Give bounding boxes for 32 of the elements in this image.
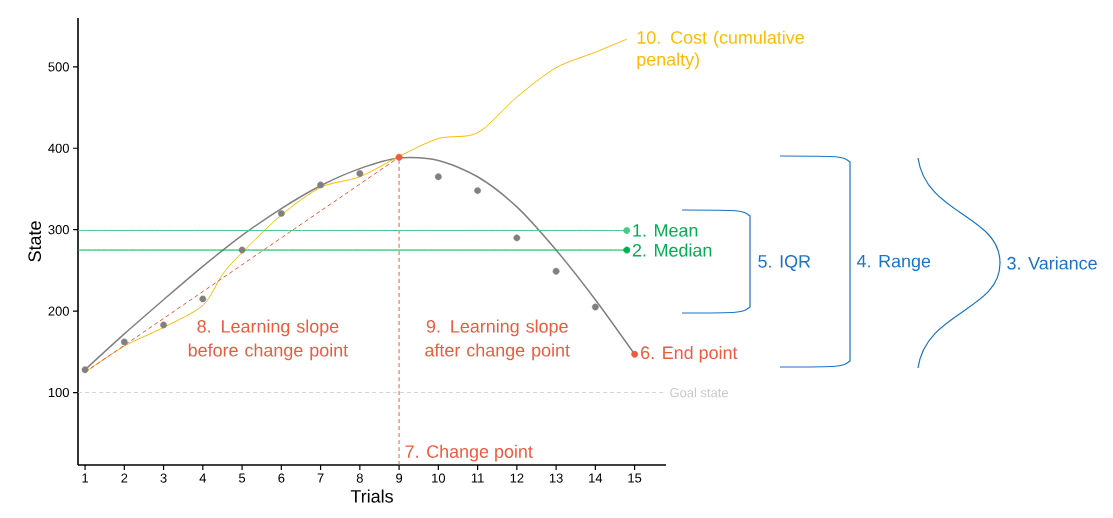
x-tick-label: 6 bbox=[278, 473, 285, 483]
text: 4. Range bbox=[856, 254, 931, 272]
x-tick-label: 14 bbox=[589, 473, 603, 483]
text: 5. IQR bbox=[758, 255, 811, 271]
text: 3. Variance bbox=[1007, 256, 1097, 270]
series-label: 1. Mean bbox=[633, 224, 698, 237]
x-tick-label: 2 bbox=[121, 473, 128, 483]
x-tick-label: 13 bbox=[549, 473, 563, 483]
x-tick-label: 7 bbox=[317, 473, 324, 483]
annotation: 6. End point bbox=[641, 345, 738, 363]
y-axis-title: State bbox=[28, 221, 42, 262]
series-label: 10. Cost (cumulative penalty) bbox=[637, 30, 804, 70]
y-tick-label: 200 bbox=[48, 306, 69, 316]
series-label: 2. Median bbox=[632, 243, 712, 257]
x-tick-label: 11 bbox=[471, 473, 484, 483]
x-axis-title: Trials bbox=[350, 489, 393, 503]
y-tick-label: 500 bbox=[48, 62, 69, 72]
x-tick-label: 8 bbox=[356, 473, 363, 483]
annotation: 7. Change point bbox=[405, 444, 533, 462]
y-tick-label: 300 bbox=[48, 225, 69, 235]
annotation: 8. Learning slope before change point bbox=[188, 319, 349, 361]
x-tick-label: 15 bbox=[628, 473, 642, 483]
x-tick-label: 12 bbox=[510, 473, 524, 483]
x-tick-label: 9 bbox=[396, 473, 403, 483]
x-tick-label: 5 bbox=[238, 473, 246, 483]
x-tick-label: 3 bbox=[160, 473, 167, 483]
x-tick-label: 1 bbox=[82, 473, 89, 483]
y-tick-label: 400 bbox=[48, 143, 69, 153]
x-tick-label: 10 bbox=[432, 473, 446, 483]
annotation: 9. Learning slope after change point bbox=[425, 319, 570, 361]
y-tick-label: 100 bbox=[48, 387, 69, 398]
x-tick-label: 4 bbox=[199, 473, 207, 483]
